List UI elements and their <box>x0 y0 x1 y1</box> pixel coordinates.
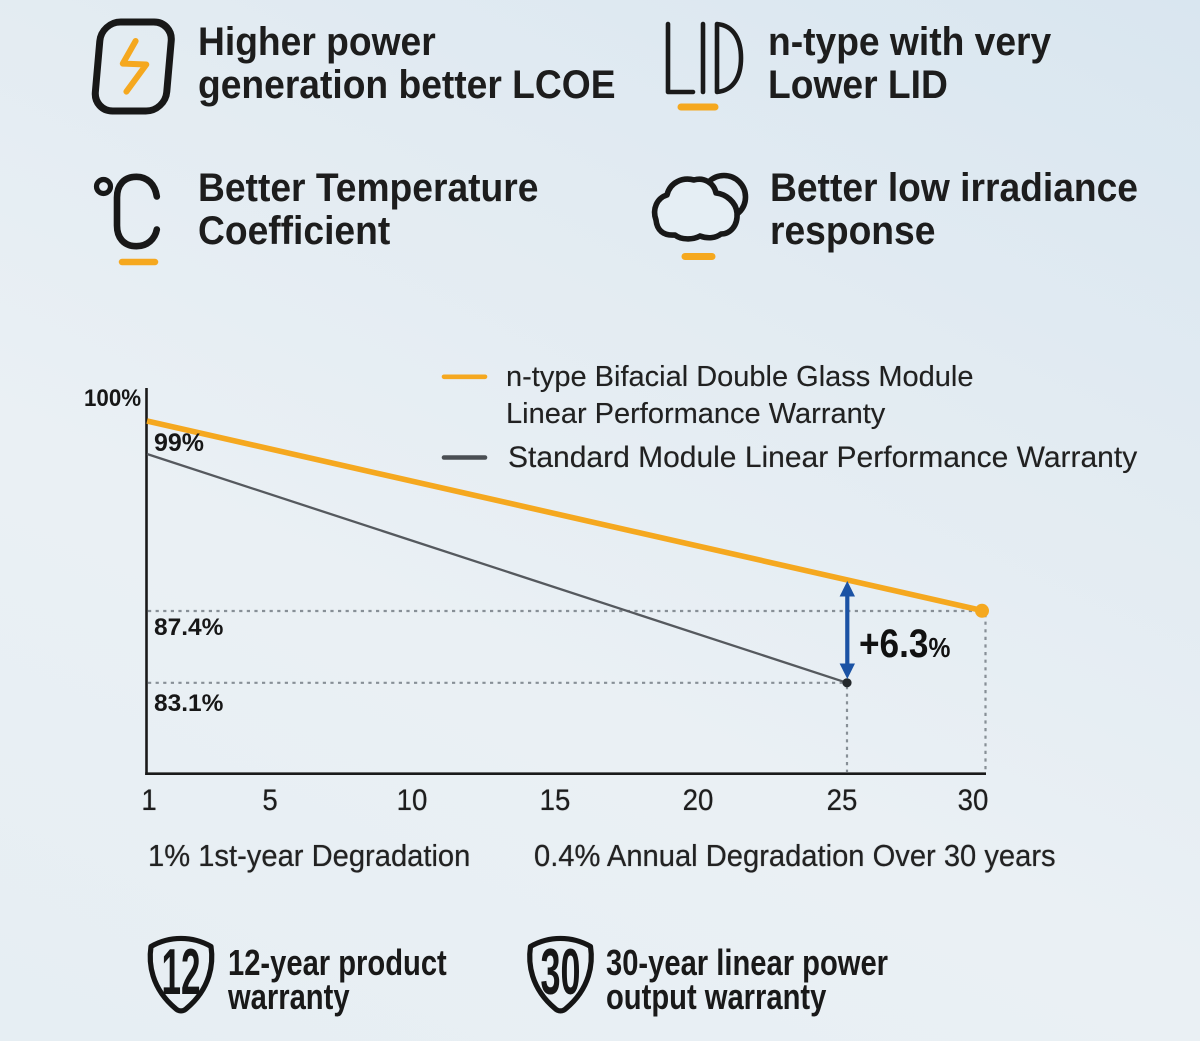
svg-text:12: 12 <box>162 935 201 1008</box>
svg-text:30: 30 <box>541 935 581 1008</box>
